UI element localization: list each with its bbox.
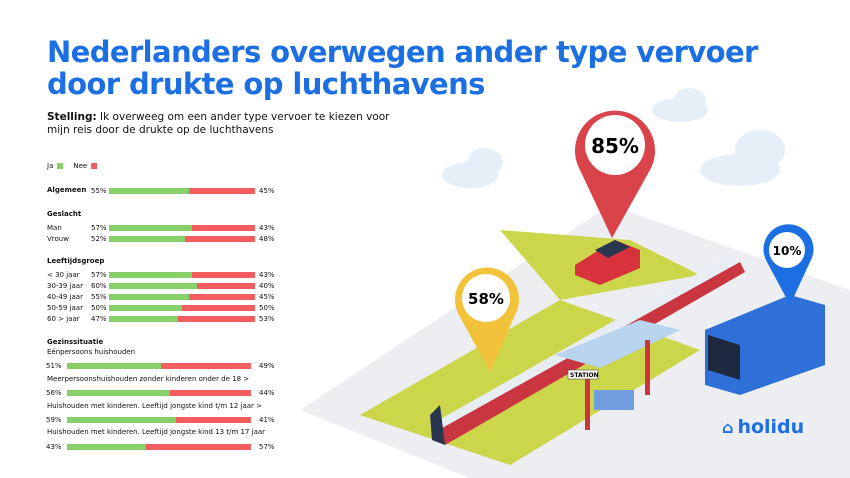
- bar-nee: [189, 294, 255, 300]
- row-label: 60 > jaar: [47, 314, 80, 323]
- nee-value: 43%: [259, 270, 275, 279]
- car: [575, 240, 640, 285]
- holidu-logo: ⌂ holidu: [722, 416, 805, 438]
- shelter: STATION: [555, 320, 680, 430]
- stacked-bar: [109, 283, 255, 289]
- bar-nee: [177, 316, 255, 322]
- bar-ja: [67, 390, 171, 396]
- bar-ja: [67, 444, 147, 450]
- group-heading: Leeftijdsgroep: [47, 257, 105, 265]
- nee-value: 49%: [259, 361, 275, 370]
- ja-value: 57%: [91, 270, 107, 279]
- pin-58-label: 58%: [468, 290, 504, 308]
- stacked-bar: [109, 236, 255, 242]
- nee-value: 41%: [259, 415, 275, 424]
- bar-ja: [109, 225, 193, 231]
- ja-value: 47%: [91, 314, 107, 323]
- group-heading: Algemeen: [47, 186, 87, 194]
- bar-ja: [67, 363, 161, 369]
- bar-ja: [67, 417, 176, 423]
- stacked-bar: [67, 417, 251, 423]
- bar-ja: [109, 236, 185, 242]
- stacked-bar: [109, 316, 255, 322]
- pin-85: 85%: [575, 110, 655, 238]
- bar-nee: [182, 305, 255, 311]
- stacked-bar: [109, 188, 255, 194]
- nee-value: 57%: [259, 442, 275, 451]
- group-heading: Gezinssituatie: [47, 338, 104, 346]
- ja-value: 56%: [46, 388, 62, 397]
- nee-value: 40%: [259, 281, 275, 290]
- stacked-bar: [67, 444, 251, 450]
- pin-58: 58%: [454, 267, 519, 372]
- nee-value: 44%: [259, 388, 275, 397]
- stacked-bar: [67, 390, 251, 396]
- row-label: < 30 jaar: [47, 270, 80, 279]
- nee-value: 50%: [259, 303, 275, 312]
- row-label: Meerpersoonshuishouden zonder kinderen o…: [47, 375, 250, 383]
- ja-value: 52%: [91, 234, 107, 243]
- bar-nee: [160, 363, 251, 369]
- ja-value: 59%: [46, 415, 62, 424]
- ja-value: 55%: [91, 186, 107, 195]
- nee-value: 45%: [259, 186, 275, 195]
- legend: Ja Nee: [47, 162, 98, 170]
- nee-value: 48%: [259, 234, 275, 243]
- stacked-bar: [109, 305, 255, 311]
- legend-ja: Ja: [47, 162, 64, 170]
- stacked-bar: [109, 225, 255, 231]
- row-label: Man: [47, 223, 62, 232]
- bar-nee: [192, 272, 255, 278]
- stacked-bar: [109, 272, 255, 278]
- bar-ja: [109, 188, 190, 194]
- nee-value: 43%: [259, 223, 275, 232]
- row-label: Eénpersoons huishouden: [47, 348, 136, 356]
- row-label: Huishouden met kinderen. Leeftijd jongst…: [47, 402, 262, 410]
- bar-nee: [146, 444, 251, 450]
- ja-value: 43%: [46, 442, 62, 451]
- station-sign: STATION: [570, 372, 599, 379]
- stacked-bar: [67, 363, 251, 369]
- bar-ja: [109, 272, 193, 278]
- ja-value: 60%: [91, 281, 107, 290]
- pin-85-label: 85%: [591, 134, 639, 158]
- nee-value: 53%: [259, 314, 275, 323]
- row-label: 30-39 jaar: [47, 281, 83, 290]
- row-label: Huishouden met kinderen. Leeftijd jongst…: [47, 428, 266, 436]
- row-label: 40-49 jaar: [47, 292, 83, 301]
- statement: Stelling: Ik overweeg om een ander type …: [47, 111, 407, 137]
- ja-value: 50%: [91, 303, 107, 312]
- house-icon: ⌂: [722, 417, 734, 437]
- bar-nee: [170, 390, 251, 396]
- bar-nee: [189, 188, 255, 194]
- nee-value: 45%: [259, 292, 275, 301]
- bar-nee: [192, 225, 255, 231]
- clouds: [442, 88, 785, 188]
- row-label: 50-59 jaar: [47, 303, 83, 312]
- ja-value: 57%: [91, 223, 107, 232]
- bar-nee: [196, 283, 255, 289]
- bar-nee: [175, 417, 251, 423]
- pin-10: 10%: [763, 224, 814, 305]
- ja-value: 55%: [91, 292, 107, 301]
- bar-nee: [184, 236, 255, 242]
- statement-text: Ik overweeg om een ander type vervoer te…: [47, 111, 390, 136]
- stacked-bar: [109, 294, 255, 300]
- group-heading: Geslacht: [47, 210, 82, 218]
- pin-10-label: 10%: [773, 244, 802, 258]
- bar-ja: [109, 316, 178, 322]
- statement-label: Stelling:: [47, 111, 97, 123]
- bar-ja: [109, 305, 182, 311]
- bar-ja: [109, 294, 190, 300]
- bus: [705, 295, 825, 395]
- bar-ja: [109, 283, 197, 289]
- ja-value: 51%: [46, 361, 62, 370]
- row-label: Vrouw: [47, 234, 69, 243]
- legend-nee: Nee: [73, 162, 98, 170]
- page-title: Nederlanders overwegen ander type vervoe…: [47, 35, 758, 101]
